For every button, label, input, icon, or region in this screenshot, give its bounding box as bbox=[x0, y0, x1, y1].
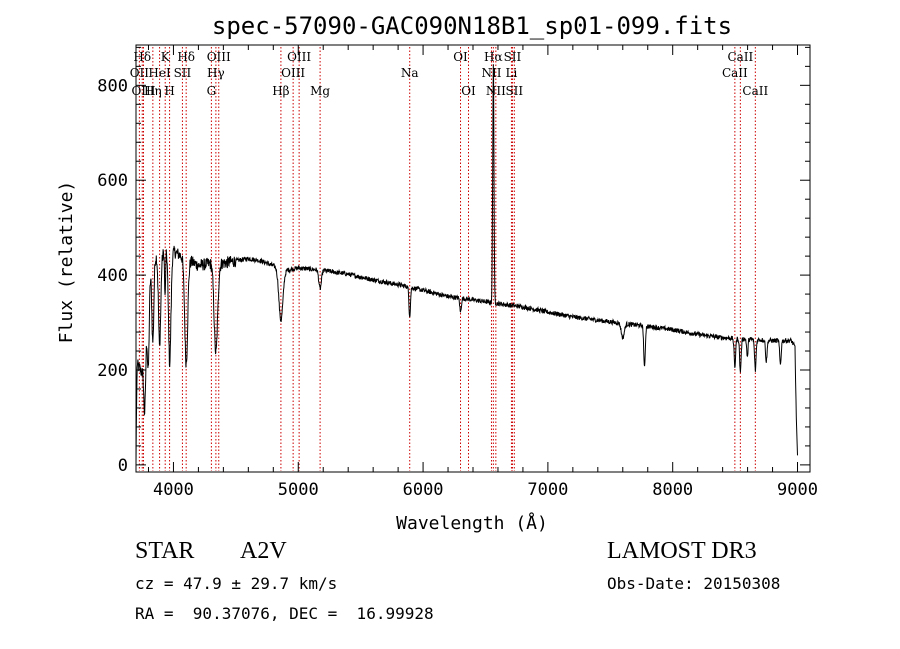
line-label: H bbox=[164, 84, 174, 98]
line-label: Li bbox=[506, 66, 518, 80]
line-label: Mg bbox=[310, 84, 330, 98]
redshift-velocity: cz = 47.9 ± 29.7 km/s bbox=[135, 574, 338, 593]
line-label: OIII bbox=[281, 66, 305, 80]
line-label: SII bbox=[504, 50, 522, 64]
spectrum-series-line bbox=[135, 64, 798, 465]
line-label: OIII bbox=[207, 50, 231, 64]
line-label: Hη bbox=[144, 84, 162, 98]
x-tick-label: 9000 bbox=[777, 480, 818, 500]
x-tick-label: 8000 bbox=[652, 480, 693, 500]
coordinates: RA = 90.37076, DEC = 16.99928 bbox=[135, 604, 434, 623]
line-marker-group bbox=[138, 47, 756, 471]
line-label: CaII bbox=[742, 84, 768, 98]
line-label: K bbox=[161, 50, 171, 64]
line-label: Hδ bbox=[177, 50, 195, 64]
x-tick-label: 4000 bbox=[153, 480, 194, 500]
y-axis-label: Flux (relative) bbox=[56, 181, 77, 344]
line-label: Hβ bbox=[272, 84, 289, 98]
axis-ticks bbox=[136, 45, 810, 472]
line-label: Hα bbox=[484, 50, 503, 64]
line-label: NII bbox=[481, 66, 501, 80]
y-tick-label: 400 bbox=[97, 266, 128, 286]
line-label: CaII bbox=[727, 50, 753, 64]
y-tick-label: 0 bbox=[118, 456, 128, 476]
y-tick-label: 200 bbox=[97, 361, 128, 381]
x-tick-labels: 4000 5000 6000 7000 8000 9000 bbox=[153, 480, 818, 500]
line-label: SII bbox=[505, 84, 523, 98]
line-label: Hγ bbox=[207, 66, 225, 80]
x-tick-label: 5000 bbox=[278, 480, 319, 500]
line-label: CaII bbox=[722, 66, 748, 80]
line-label: NII bbox=[486, 84, 506, 98]
survey-name: LAMOST DR3 bbox=[607, 538, 757, 564]
line-label: Na bbox=[401, 66, 419, 80]
y-tick-label: 800 bbox=[97, 76, 128, 96]
line-label: Hδ bbox=[133, 50, 151, 64]
x-tick-label: 6000 bbox=[403, 480, 444, 500]
line-label: OIII bbox=[131, 84, 155, 98]
line-label: G bbox=[207, 84, 217, 98]
observation-date: Obs-Date: 20150308 bbox=[607, 574, 781, 593]
y-tick-labels: 0 200 400 600 800 bbox=[97, 76, 128, 476]
line-label: SII bbox=[174, 66, 192, 80]
x-axis-label: Wavelength (Å) bbox=[396, 512, 548, 534]
line-label: OI bbox=[453, 50, 468, 64]
chart-title: spec-57090-GAC090N18B1_sp01-099.fits bbox=[212, 12, 732, 40]
object-subclass: A2V bbox=[240, 538, 287, 564]
line-label: OIII bbox=[287, 50, 311, 64]
line-label: OII bbox=[130, 66, 150, 80]
y-tick-label: 600 bbox=[97, 171, 128, 191]
line-label: HeI bbox=[148, 66, 171, 80]
x-tick-label: 7000 bbox=[527, 480, 568, 500]
object-class: STAR bbox=[135, 538, 195, 564]
line-label: OI bbox=[461, 84, 476, 98]
